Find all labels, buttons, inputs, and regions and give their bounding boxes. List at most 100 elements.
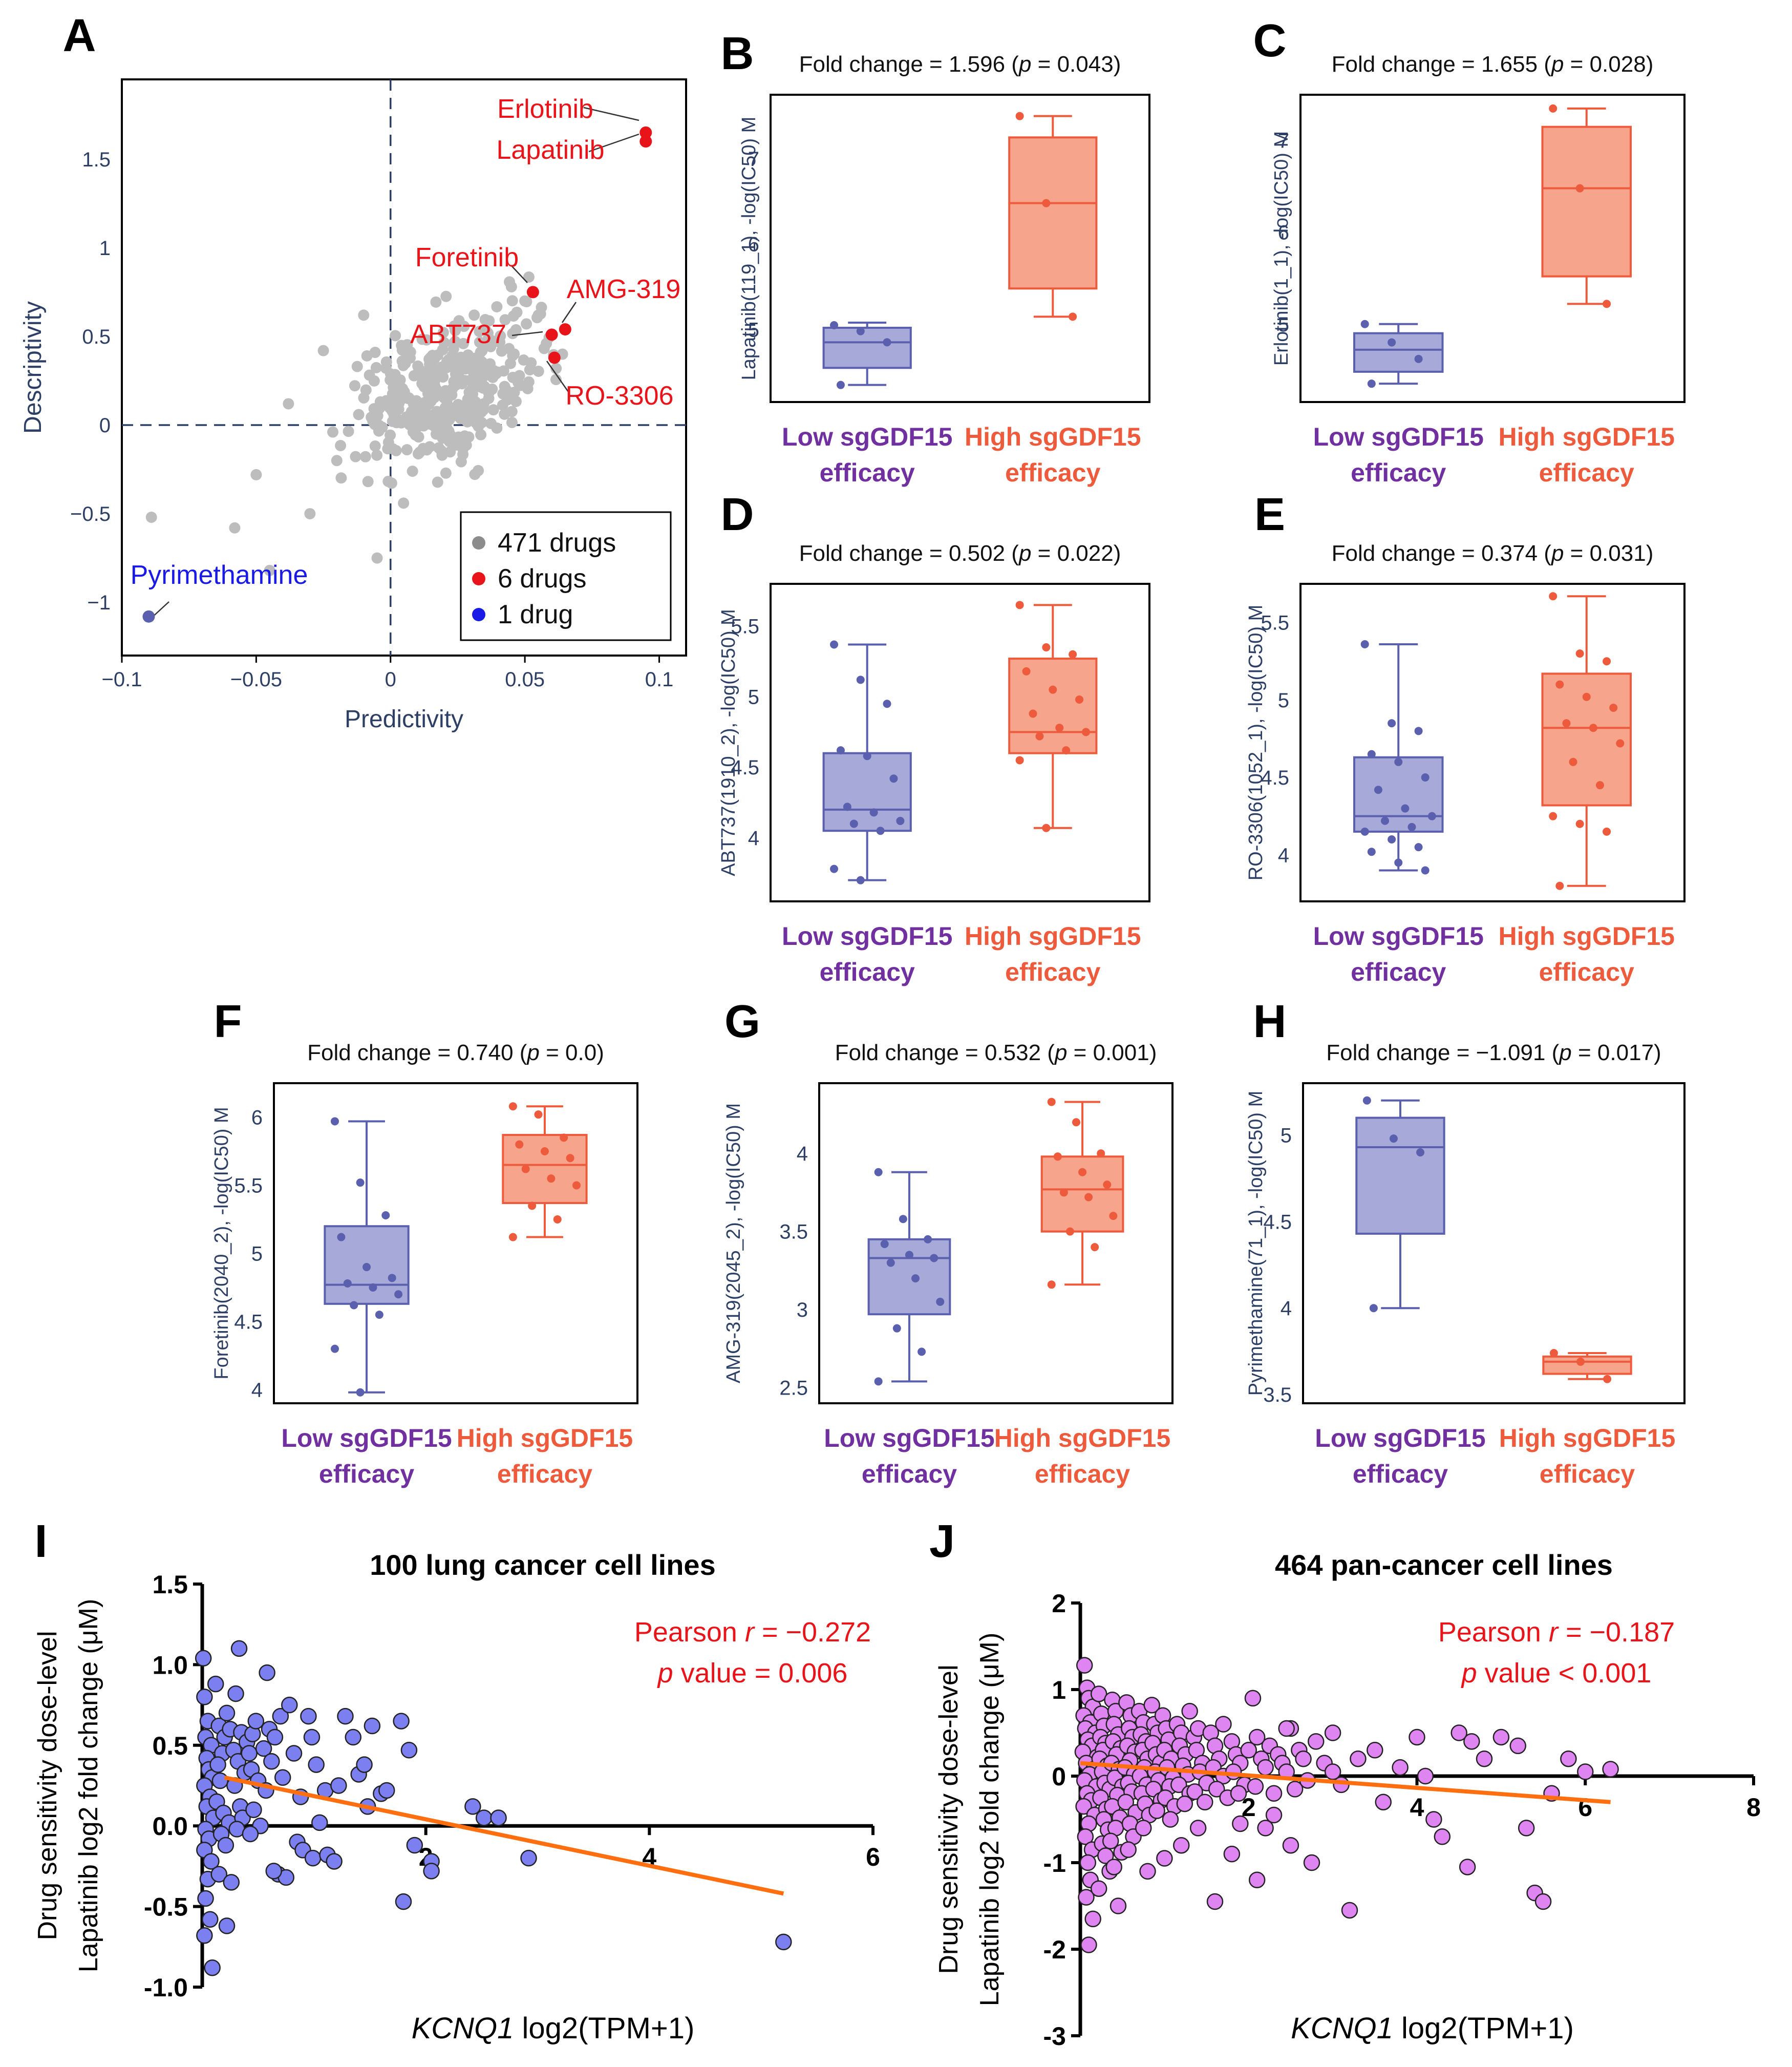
cell-line-point (393, 1713, 410, 1729)
drug-point (465, 402, 477, 413)
data-point (330, 1344, 339, 1353)
panel-e-boxplot: 4 4.5 5 5.5RO-3306(1052_1), -log(IC50) M Fol… (1245, 541, 1686, 986)
data-point (899, 1215, 907, 1224)
data-point (892, 1324, 901, 1333)
panel-letter-b: B (721, 28, 754, 79)
data-point (911, 1274, 920, 1283)
cell-line-point (1265, 1806, 1283, 1824)
cell-line-point (203, 1853, 220, 1870)
y-tick-label: 4 (1281, 1297, 1292, 1320)
cell-line-point (1409, 1728, 1425, 1746)
y-tick-label: 5 (251, 1242, 263, 1265)
trend-line (224, 1775, 784, 1896)
highlighted-drug-point (548, 351, 561, 364)
drug-point (473, 465, 484, 476)
cell-line-point (490, 1809, 507, 1826)
highlighted-drug-point (639, 126, 652, 139)
plot-frame (1299, 94, 1686, 403)
drug-point (474, 336, 485, 348)
data-point (1374, 786, 1382, 794)
data-point (1603, 300, 1611, 308)
drug-point (421, 334, 433, 346)
drug-label-amg-319: AMG-319 (567, 275, 681, 304)
cell-line-point (255, 1740, 272, 1757)
data-point (1015, 601, 1024, 609)
drug-point (359, 451, 371, 462)
data-point (1555, 680, 1564, 689)
drug-point (371, 449, 383, 461)
data-point (924, 1235, 932, 1243)
data-point (1414, 727, 1423, 735)
data-point (1401, 804, 1410, 813)
fold-change-title: Fold change = 1.655 (p = 0.028) (1332, 52, 1654, 77)
data-point (1042, 643, 1051, 651)
data-point (1416, 1148, 1425, 1157)
cell-line-point (265, 1863, 282, 1880)
cell-line-point (1463, 1733, 1480, 1750)
low-group-label-2: efficacy (1353, 1460, 1448, 1488)
data-point (1091, 1243, 1099, 1252)
data-point (534, 1110, 543, 1119)
cell-line-point (218, 1917, 236, 1934)
y-tick-label: 1.5 (82, 149, 111, 171)
low-group-label: Low sgGDF15 (1315, 1424, 1485, 1452)
low-box (822, 327, 912, 369)
high-box (1541, 125, 1632, 278)
cell-line-point (345, 1728, 361, 1746)
high-group-label: High sgGDF15 (1499, 922, 1675, 951)
cell-line-point (1090, 1880, 1107, 1897)
y-tick-label: 4.5 (234, 1311, 263, 1333)
data-point (356, 1388, 365, 1397)
high-group-label-2: efficacy (1539, 958, 1634, 986)
cell-line-point (1090, 1685, 1107, 1702)
drug-point (523, 271, 535, 283)
data-point (1072, 1118, 1080, 1127)
data-point (1015, 756, 1024, 765)
high-group-label: High sgGDF15 (965, 423, 1141, 451)
cell-line-point (1143, 1697, 1160, 1714)
drug-point (514, 370, 525, 382)
cell-line-point (210, 1866, 227, 1883)
data-point (1360, 827, 1369, 836)
drug-point (400, 341, 412, 352)
drug-point (369, 440, 381, 452)
high-group-label-2: efficacy (497, 1460, 592, 1488)
data-point (362, 1263, 371, 1272)
cell-line-point (1265, 1785, 1283, 1802)
drug-point (510, 324, 522, 335)
cell-line-point (330, 1777, 347, 1794)
drug-point (404, 412, 416, 424)
cell-line-point (464, 1798, 481, 1815)
low-box (1355, 1116, 1445, 1235)
data-point (1097, 1149, 1105, 1158)
drug-point (532, 365, 544, 377)
leader-line (588, 133, 639, 153)
data-point (1414, 843, 1423, 852)
data-point (1555, 881, 1564, 890)
cell-line-point (1102, 1832, 1119, 1849)
drug-label-ro-3306: RO-3306 (566, 381, 674, 411)
data-point (1360, 320, 1369, 328)
data-point (1367, 848, 1376, 856)
data-point (1549, 1349, 1558, 1358)
text-part: = 0.031) (1564, 541, 1653, 566)
data-point (1029, 709, 1037, 718)
data-point (1047, 1280, 1056, 1289)
cell-line-point (1244, 1690, 1262, 1707)
data-point (1360, 640, 1369, 648)
data-point (930, 1254, 938, 1262)
data-point (508, 1102, 517, 1111)
drug-point (479, 314, 491, 326)
cell-line-point (230, 1640, 248, 1657)
text-part: = 0.022) (1031, 541, 1121, 566)
cell-line-point (1459, 1859, 1476, 1875)
y-tick-label: -2 (1043, 1935, 1066, 1964)
plot-frame (818, 1082, 1174, 1404)
high-group-label-2: efficacy (1005, 458, 1100, 487)
drug-point (371, 552, 383, 564)
cell-line-point (1078, 1889, 1095, 1906)
drug-point (304, 508, 316, 520)
cell-line-point (1197, 1794, 1213, 1810)
plot-frame (273, 1082, 638, 1404)
